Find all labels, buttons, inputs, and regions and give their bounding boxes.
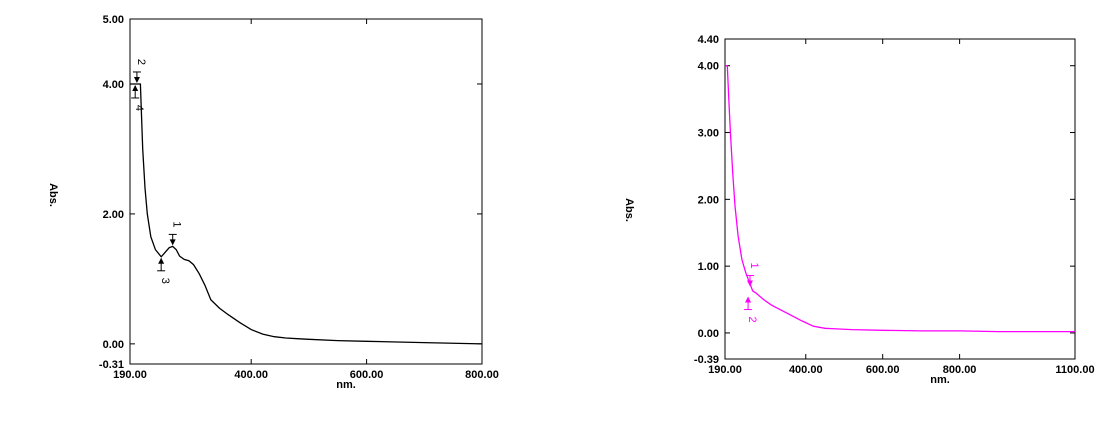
peak-arrow-head [133,76,140,83]
x-axis-title: nm. [336,379,356,391]
peak-arrow-head [169,239,176,246]
x-tick-label: 190.00 [708,364,742,376]
y-tick-label: 2.00 [698,194,719,206]
peak-marker-1: 1 [168,221,183,246]
x-tick-label: 400.00 [234,369,268,381]
plot-frame [724,38,1076,360]
peak-arrow-head [747,280,753,287]
y-tick-label: 4.40 [698,34,719,46]
peak-marker-2: 2 [132,59,147,83]
x-tick-label: 1100.00 [1055,364,1094,376]
spectrum-line [130,83,483,345]
y-axis-title: Abs. [47,183,59,207]
y-tick-label: 0.00 [698,328,719,340]
x-tick-label: 600.00 [350,369,384,381]
y-tick-label: 4.00 [103,79,124,91]
y-tick-label: 2.00 [103,209,124,221]
y-tick-label: 1.00 [698,261,719,273]
peak-label: 1 [748,262,760,268]
y-tick-label: -0.31 [99,359,124,371]
peak-label: 2 [135,59,147,65]
plot-frame [129,18,483,365]
y-tick-label: 0.00 [103,339,124,351]
spectrum-line [725,65,1075,333]
peak-arrow-head [158,257,165,264]
peak-arrow-head [745,296,752,303]
y-tick-label: -0.39 [694,354,719,366]
peak-label: 4 [133,105,145,111]
y-tick-label: 3.00 [698,128,719,140]
x-tick-label: 190.00 [113,369,147,381]
y-tick-label: 5.00 [103,14,124,26]
peak-marker-3: 3 [157,257,171,284]
peak-label: 3 [159,278,171,284]
peak-marker-4: 4 [131,84,145,111]
peak-marker-1: 1 [746,262,760,287]
x-tick-label: 800.00 [465,369,499,381]
x-axis-title: nm. [930,374,950,386]
peak-label: 2 [746,316,758,322]
y-axis-title: Abs. [623,198,635,222]
y-tick-label: 4.00 [698,61,719,73]
peak-label: 1 [171,221,183,227]
peak-marker-2: 2 [744,296,758,323]
x-tick-label: 600.00 [866,364,900,376]
x-tick-label: 800.00 [943,364,977,376]
x-tick-label: 400.00 [789,364,823,376]
peak-arrow-head [132,84,139,91]
